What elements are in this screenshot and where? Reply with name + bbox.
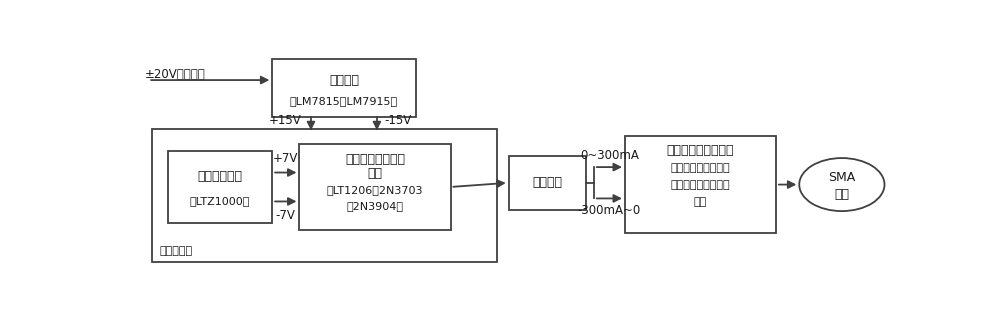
Ellipse shape <box>799 158 885 211</box>
FancyBboxPatch shape <box>509 156 586 210</box>
Text: SMA: SMA <box>828 171 856 184</box>
FancyBboxPatch shape <box>299 144 451 230</box>
Text: -7V: -7V <box>276 209 296 222</box>
Text: 电压基准电路: 电压基准电路 <box>197 170 242 183</box>
FancyBboxPatch shape <box>625 136 776 233</box>
Text: （由电容、电感和二: （由电容、电感和二 <box>671 163 730 173</box>
Text: 互补威尔逊电流镜: 互补威尔逊电流镜 <box>345 153 405 166</box>
Text: （LTZ1000）: （LTZ1000） <box>190 197 250 207</box>
Text: 0~300mA: 0~300mA <box>580 149 639 162</box>
Text: 和2N3904）: 和2N3904） <box>346 201 403 211</box>
Text: 路）: 路） <box>694 197 707 207</box>
Text: 选择开关: 选择开关 <box>532 176 562 189</box>
Text: ±20V供电电压: ±20V供电电压 <box>144 68 205 80</box>
Text: （LM7815和LM7915）: （LM7815和LM7915） <box>290 96 398 106</box>
Text: （LT1206、2N3703: （LT1206、2N3703 <box>327 186 423 195</box>
Text: 极管组成无源滤波电: 极管组成无源滤波电 <box>671 180 730 190</box>
Text: -15V: -15V <box>385 114 412 127</box>
FancyBboxPatch shape <box>272 59 416 117</box>
Text: -300mA~0: -300mA~0 <box>578 204 641 217</box>
FancyBboxPatch shape <box>168 151 272 223</box>
Text: +15V: +15V <box>269 114 302 127</box>
Text: +7V: +7V <box>273 152 298 165</box>
Text: 保护电路和滤波电路: 保护电路和滤波电路 <box>667 144 734 157</box>
Text: 接口: 接口 <box>834 188 849 201</box>
FancyBboxPatch shape <box>152 129 497 262</box>
Text: 电流源电路: 电流源电路 <box>160 246 193 256</box>
Text: 电源电路: 电源电路 <box>329 74 359 87</box>
Text: 电路: 电路 <box>367 167 382 181</box>
